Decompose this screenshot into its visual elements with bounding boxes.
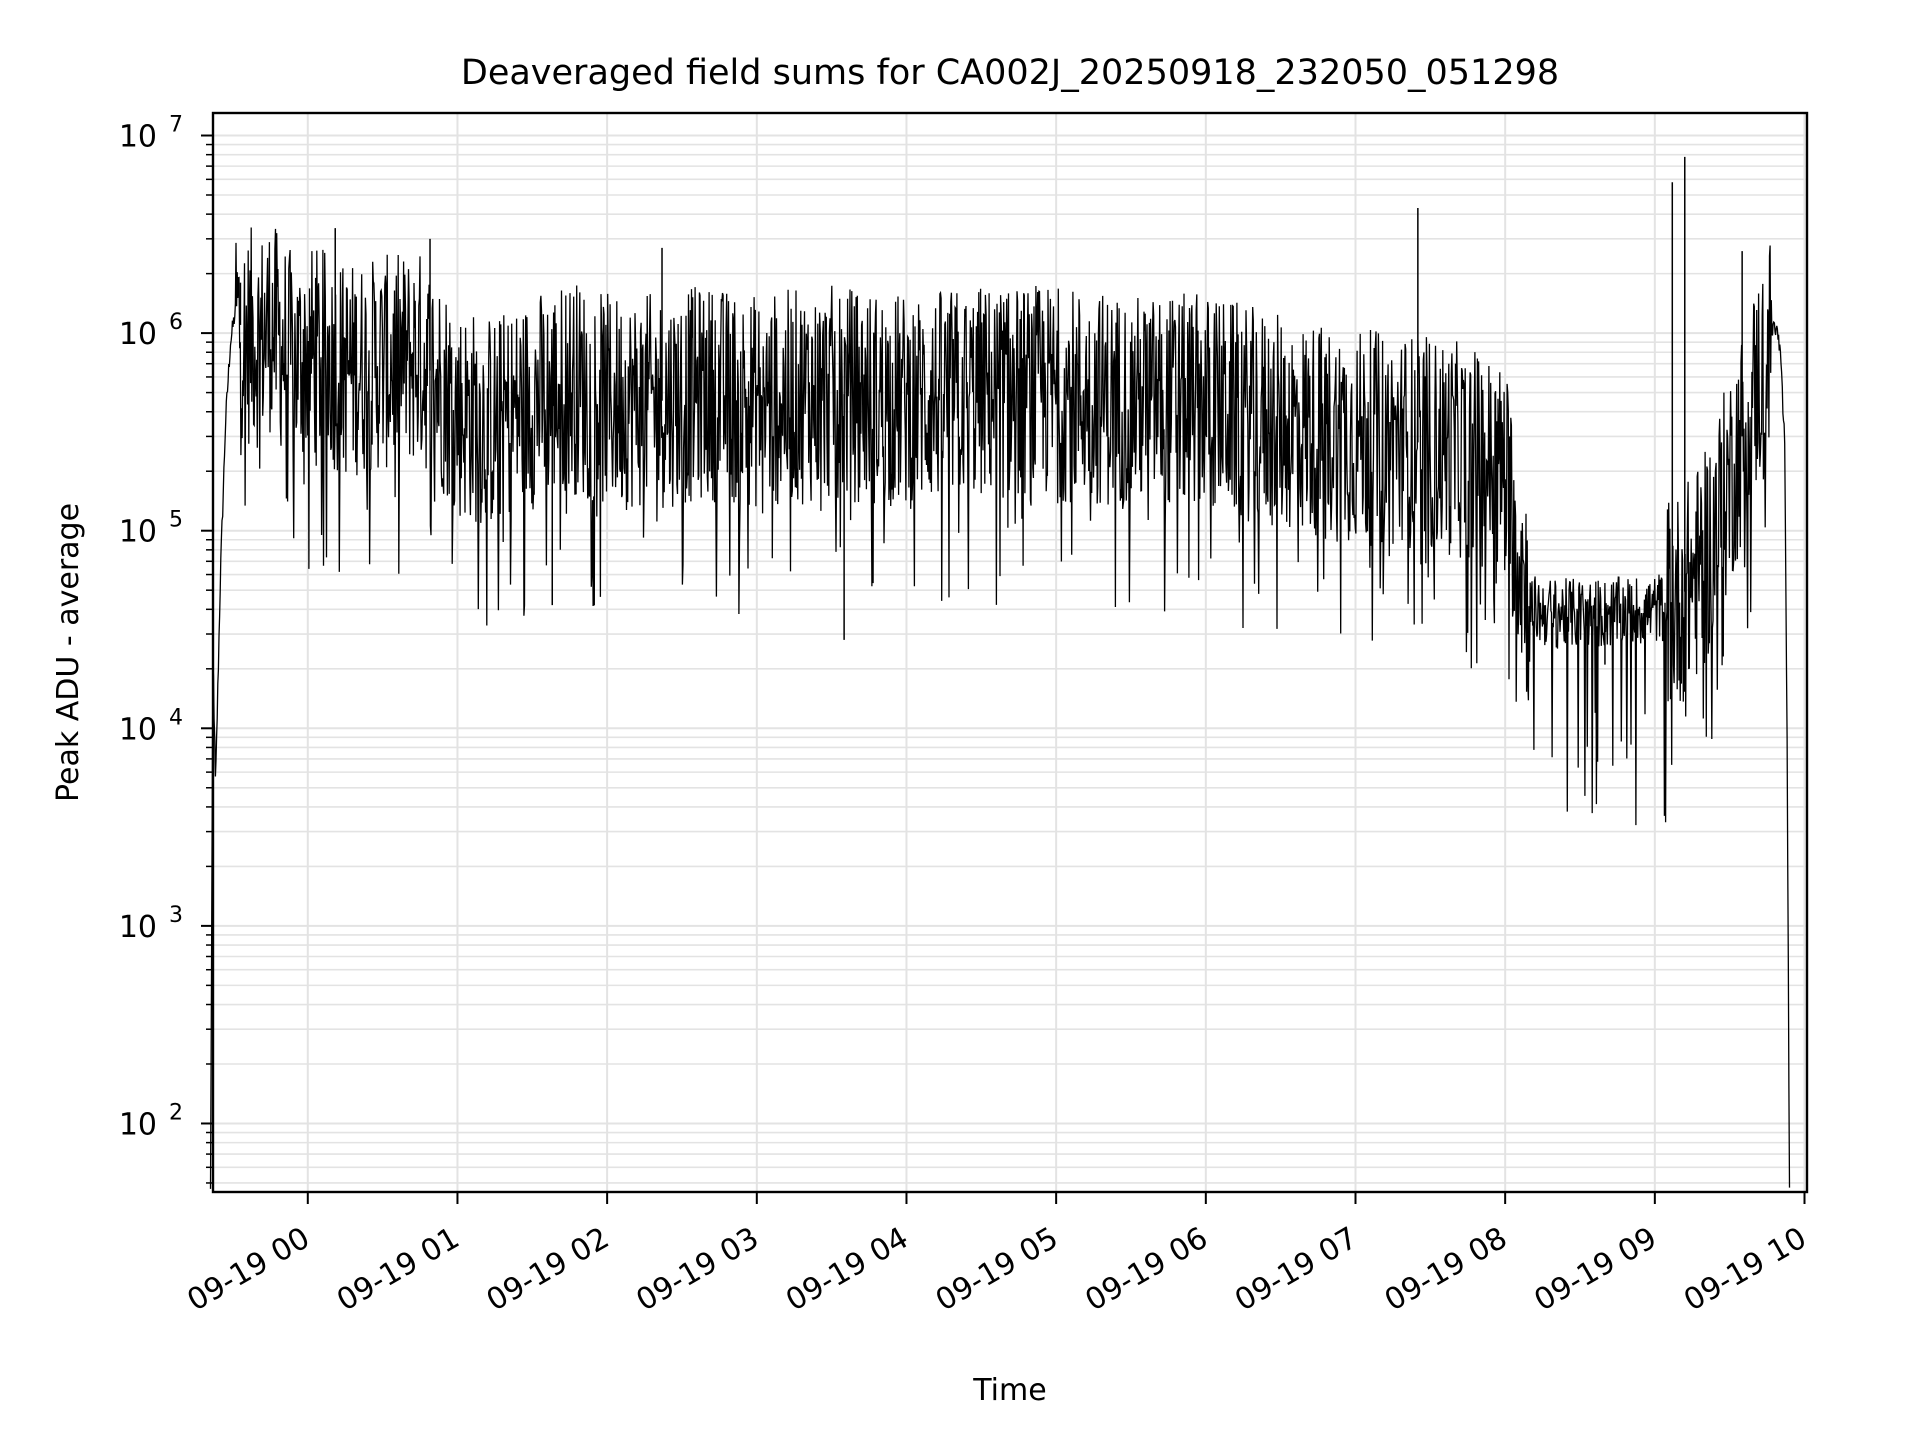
y-tick-label: 10 [119,120,157,155]
series [209,156,1791,1189]
y-tick-exponent: 3 [169,903,183,928]
y-tick-exponent: 5 [169,508,183,533]
y-tick-label: 10 [119,1107,157,1142]
y-tick-exponent: 4 [169,705,183,730]
y-tick-exponent: 2 [169,1100,183,1125]
y-tick-label: 10 [119,712,157,747]
series-line [209,227,1791,1189]
grid [213,113,1807,1192]
chart-title: Deaveraged field sums for CA002J_2025091… [461,53,1559,93]
y-tick-label: 10 [119,910,157,945]
y-axis-label: Peak ADU - average [51,503,86,802]
x-axis-label: Time [972,1373,1046,1408]
y-tick-label: 10 [119,317,157,352]
y-tick-exponent: 6 [169,310,183,335]
plot-frame [211,111,1809,1194]
y-tick-label: 10 [119,515,157,550]
y-tick-exponent: 7 [169,113,183,138]
